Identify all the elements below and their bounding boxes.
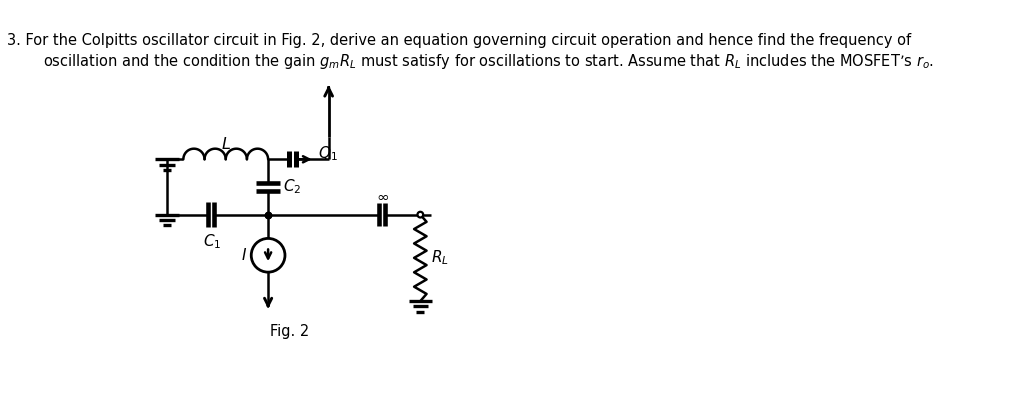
Text: $\infty$: $\infty$ xyxy=(376,189,389,204)
Text: Fig. 2: Fig. 2 xyxy=(270,324,309,339)
Text: $C_2$: $C_2$ xyxy=(283,178,301,196)
Text: oscillation and the condition the gain $g_mR_L$ must satisfy for oscillations to: oscillation and the condition the gain $… xyxy=(43,52,934,71)
Text: $Q_1$: $Q_1$ xyxy=(318,145,338,164)
Text: 3. For the Colpitts oscillator circuit in Fig. 2, derive an equation governing c: 3. For the Colpitts oscillator circuit i… xyxy=(7,33,911,48)
Text: $I$: $I$ xyxy=(242,247,248,263)
Text: $R_L$: $R_L$ xyxy=(431,249,449,267)
Text: $L$: $L$ xyxy=(221,136,230,152)
Circle shape xyxy=(418,212,423,217)
Text: $C_1$: $C_1$ xyxy=(203,232,221,251)
